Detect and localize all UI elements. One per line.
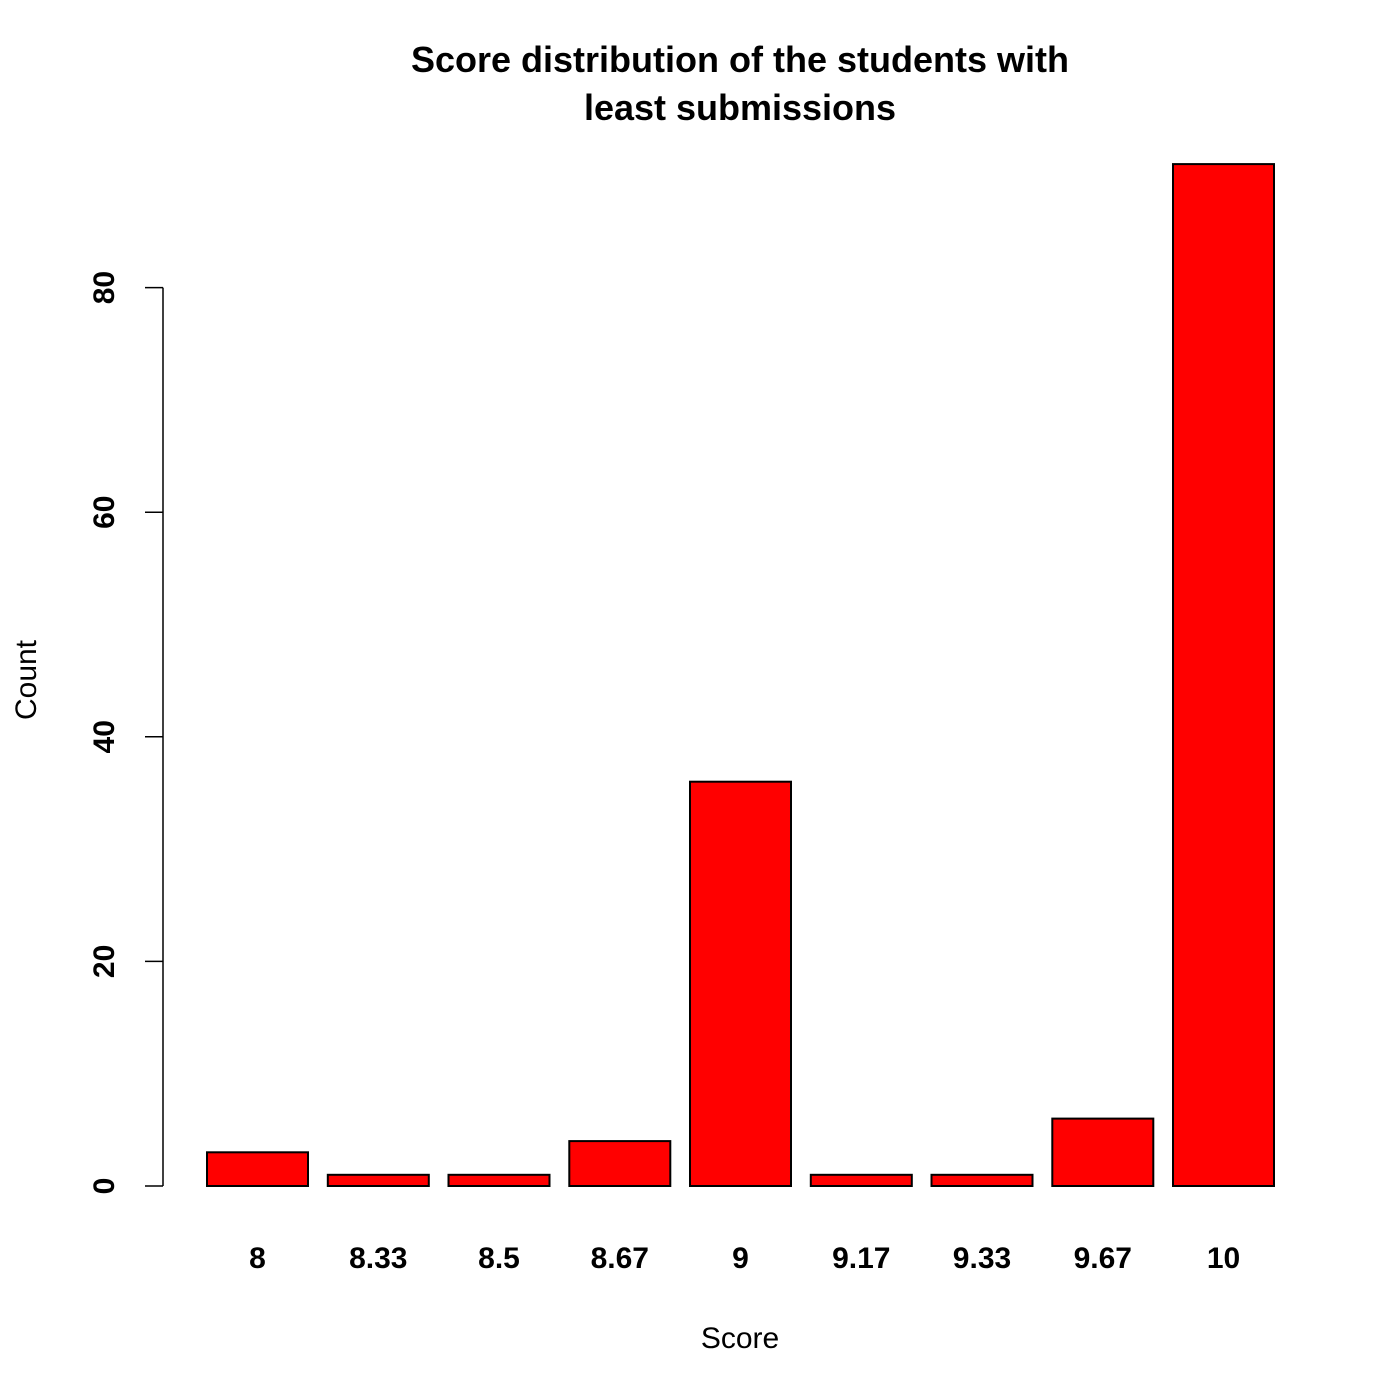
x-tick-label: 8.33 [349, 1242, 407, 1275]
y-tick-label: 0 [88, 1178, 121, 1195]
bar-9.17 [809, 1173, 913, 1188]
x-tick-label: 10 [1207, 1242, 1240, 1275]
x-axis-label: Score [701, 1322, 779, 1355]
bar-8.33 [326, 1173, 430, 1188]
y-tick-label: 80 [88, 271, 121, 304]
y-axis: 0 20 40 60 80 [88, 271, 164, 1195]
x-tick-label: 8 [249, 1242, 266, 1275]
x-tick-label: 8.5 [478, 1242, 520, 1275]
chart-title: Score distribution of the students with l… [411, 39, 1069, 128]
x-tick-label: 9 [732, 1242, 749, 1275]
chart-title-line-1: Score distribution of the students with [411, 39, 1069, 80]
y-tick-label: 40 [88, 720, 121, 753]
x-tick-label: 9.17 [832, 1242, 890, 1275]
bar-9 [689, 780, 792, 1187]
bar-8.67 [568, 1140, 672, 1187]
y-tick-label: 60 [88, 496, 121, 529]
x-tick-label: 9.33 [953, 1242, 1011, 1275]
bar-10 [1172, 163, 1275, 1188]
bars-group [206, 163, 1275, 1188]
x-tick-labels: 8 8.33 8.5 8.67 9 9.17 9.33 9.67 10 [249, 1242, 1240, 1275]
chart-title-line-2: least submissions [584, 87, 896, 128]
bar-8 [206, 1151, 309, 1188]
bar-9.67 [1051, 1117, 1155, 1187]
y-tick-label: 20 [88, 945, 121, 978]
bar-8.5 [447, 1173, 551, 1188]
bar-9.33 [930, 1173, 1034, 1188]
x-tick-label: 9.67 [1074, 1242, 1132, 1275]
y-axis-label: Count [10, 639, 43, 720]
x-tick-label: 8.67 [591, 1242, 649, 1275]
